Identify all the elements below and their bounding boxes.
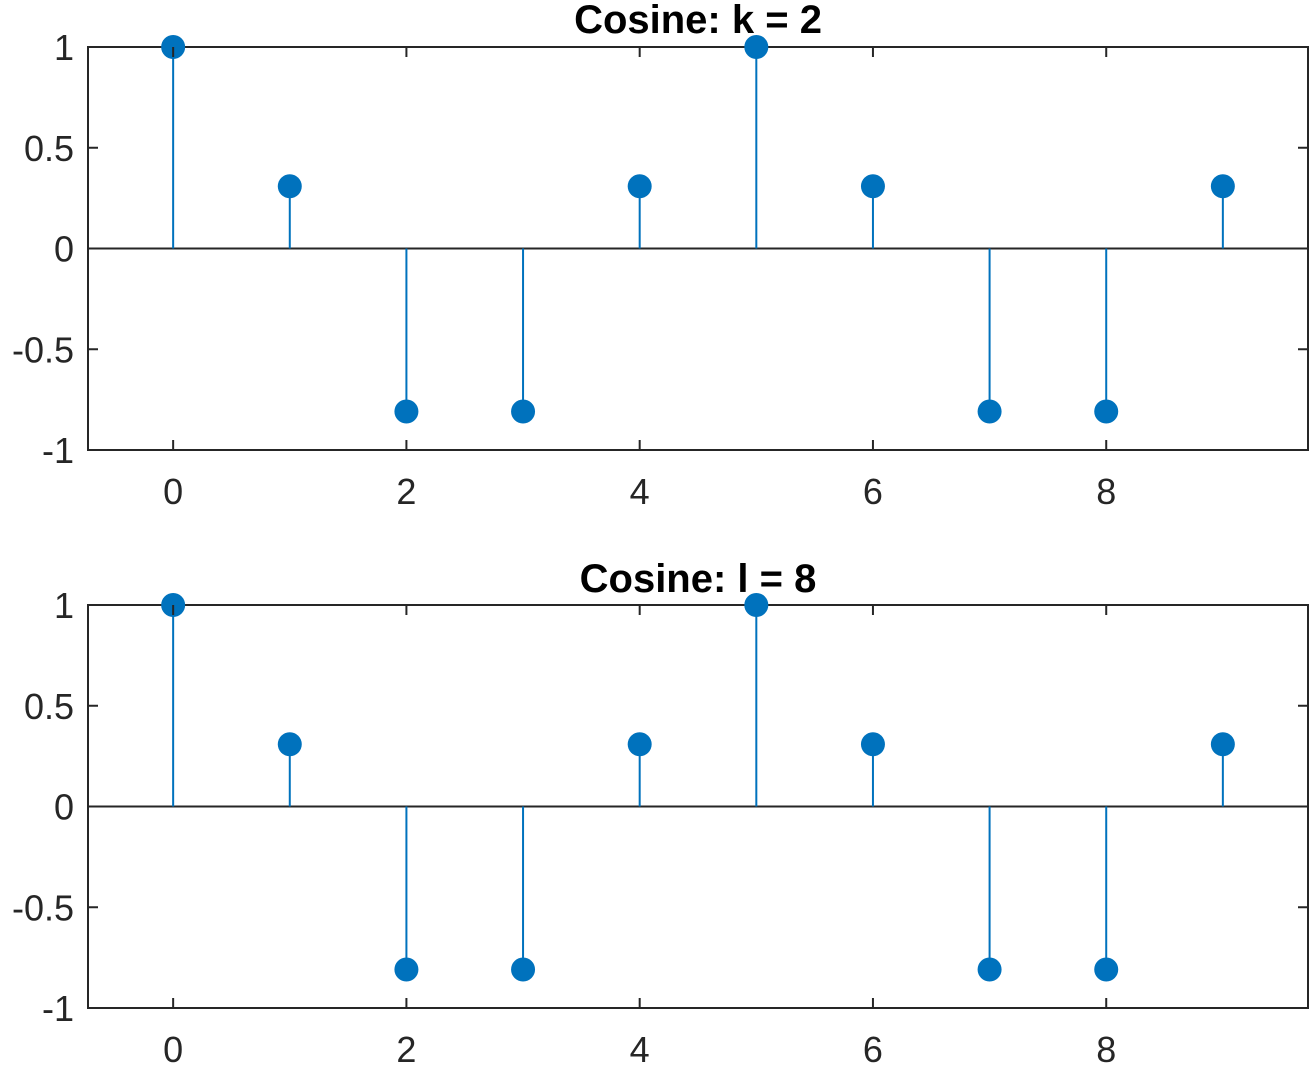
y-tick-label: 1: [54, 585, 74, 626]
tick-group: 0 2 4 6 8 1 0.5 0 -0.5 -1: [12, 27, 1308, 512]
stem-marker: [394, 957, 419, 982]
chart-title: Cosine: l = 8: [580, 557, 817, 601]
stem-marker: [511, 957, 536, 982]
stem-marker: [511, 399, 536, 424]
x-tick-label: 6: [863, 471, 883, 512]
y-tick-label: -0.5: [12, 329, 74, 370]
y-tick-label: 0: [54, 787, 74, 828]
x-tick-label: 4: [630, 471, 650, 512]
axes-bottom: 0 2 4 6 8 1 0.5 0 -0.5 -1 Cosine: l = 8: [12, 557, 1309, 1065]
x-tick-label: 6: [863, 1029, 883, 1065]
stem-marker: [627, 732, 652, 757]
stem-marker: [1094, 957, 1119, 982]
y-tick-label: -1: [42, 430, 74, 471]
stem-marker: [744, 593, 769, 617]
stem-marker: [1094, 399, 1119, 424]
x-tick-label: 8: [1096, 471, 1116, 512]
y-tick-label: -1: [42, 988, 74, 1029]
x-tick-label: 0: [163, 1029, 183, 1065]
y-tick-label: 1: [54, 27, 74, 68]
stem-marker: [394, 399, 419, 424]
stem-marker: [860, 174, 885, 199]
tick-group: 0 2 4 6 8 1 0.5 0 -0.5 -1: [12, 585, 1308, 1065]
stem-marker: [277, 732, 302, 757]
stem-marker: [1210, 174, 1235, 199]
y-tick-label: 0: [54, 229, 74, 270]
stem-marker: [1210, 732, 1235, 757]
stem-marker: [977, 957, 1002, 982]
x-tick-label: 2: [396, 1029, 416, 1065]
stem-marker: [744, 35, 769, 59]
axes-top: 0 2 4 6 8 1 0.5 0 -0.5 -1 Cosine: k = 2: [12, 0, 1309, 512]
y-tick-label: -0.5: [12, 887, 74, 928]
x-tick-label: 8: [1096, 1029, 1116, 1065]
x-tick-label: 0: [163, 471, 183, 512]
x-tick-label: 4: [630, 1029, 650, 1065]
stem-marker: [627, 174, 652, 199]
chart-title: Cosine: k = 2: [574, 0, 822, 42]
stem-marker: [860, 732, 885, 757]
y-tick-label: 0.5: [24, 128, 74, 169]
stem-series: [88, 35, 1308, 424]
stem-marker: [277, 174, 302, 199]
stem-marker: [977, 399, 1002, 424]
x-tick-label: 2: [396, 471, 416, 512]
y-tick-label: 0.5: [24, 686, 74, 727]
stem-series: [88, 593, 1308, 982]
